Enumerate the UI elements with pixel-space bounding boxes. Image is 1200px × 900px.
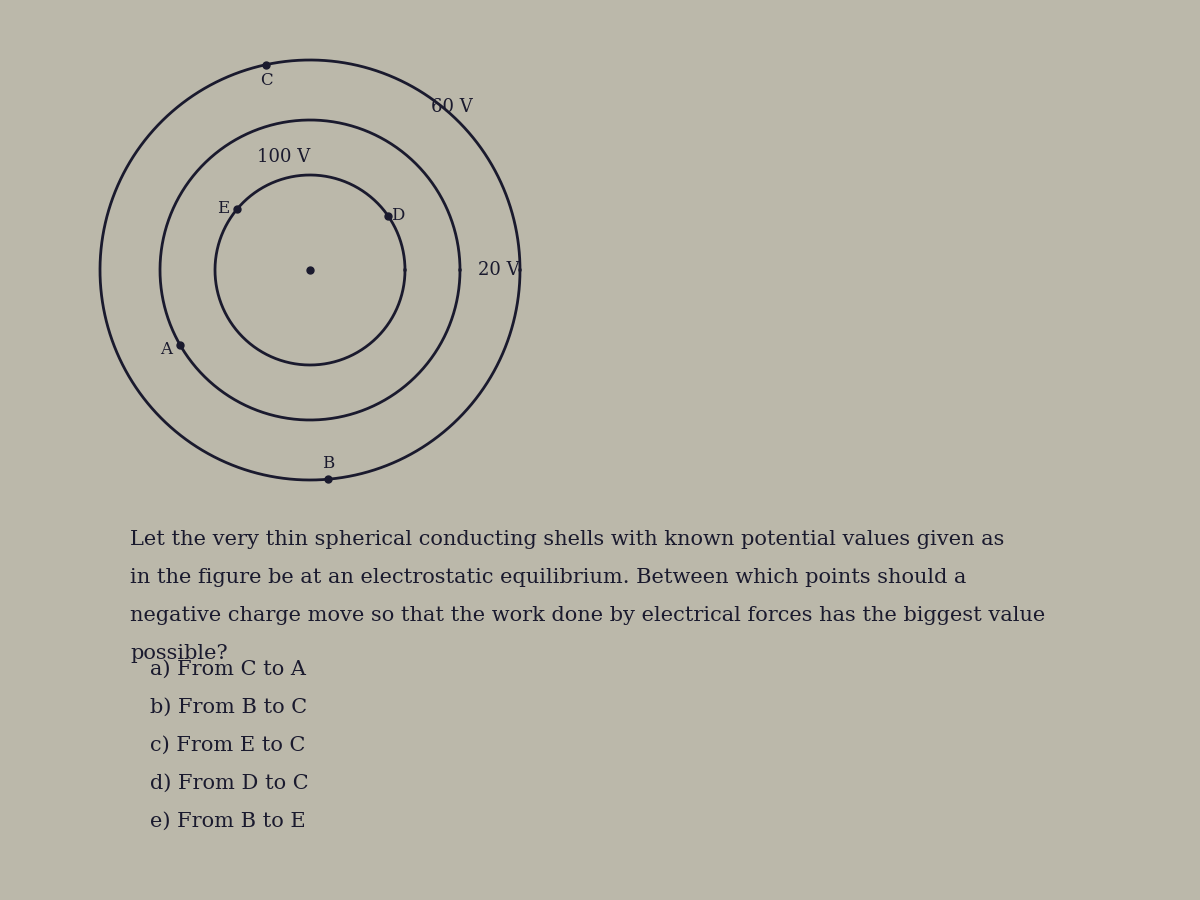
Text: in the figure be at an electrostatic equilibrium. Between which points should a: in the figure be at an electrostatic equ…: [130, 568, 966, 587]
Text: 100 V: 100 V: [257, 148, 310, 166]
Text: possible?: possible?: [130, 644, 228, 663]
Text: 60 V: 60 V: [431, 98, 473, 116]
Text: D: D: [391, 207, 404, 224]
Text: e) From B to E: e) From B to E: [150, 812, 306, 831]
Text: B: B: [322, 454, 335, 472]
Text: negative charge move so that the work done by electrical forces has the biggest : negative charge move so that the work do…: [130, 606, 1045, 625]
Text: C: C: [260, 72, 272, 89]
Text: 20 V: 20 V: [478, 261, 520, 279]
Text: b) From B to C: b) From B to C: [150, 698, 307, 717]
Text: A: A: [160, 341, 172, 358]
Text: a) From C to A: a) From C to A: [150, 660, 306, 679]
Text: Let the very thin spherical conducting shells with known potential values given : Let the very thin spherical conducting s…: [130, 530, 1004, 549]
Text: d) From D to C: d) From D to C: [150, 774, 308, 793]
Text: E: E: [217, 201, 229, 218]
Text: c) From E to C: c) From E to C: [150, 736, 305, 755]
